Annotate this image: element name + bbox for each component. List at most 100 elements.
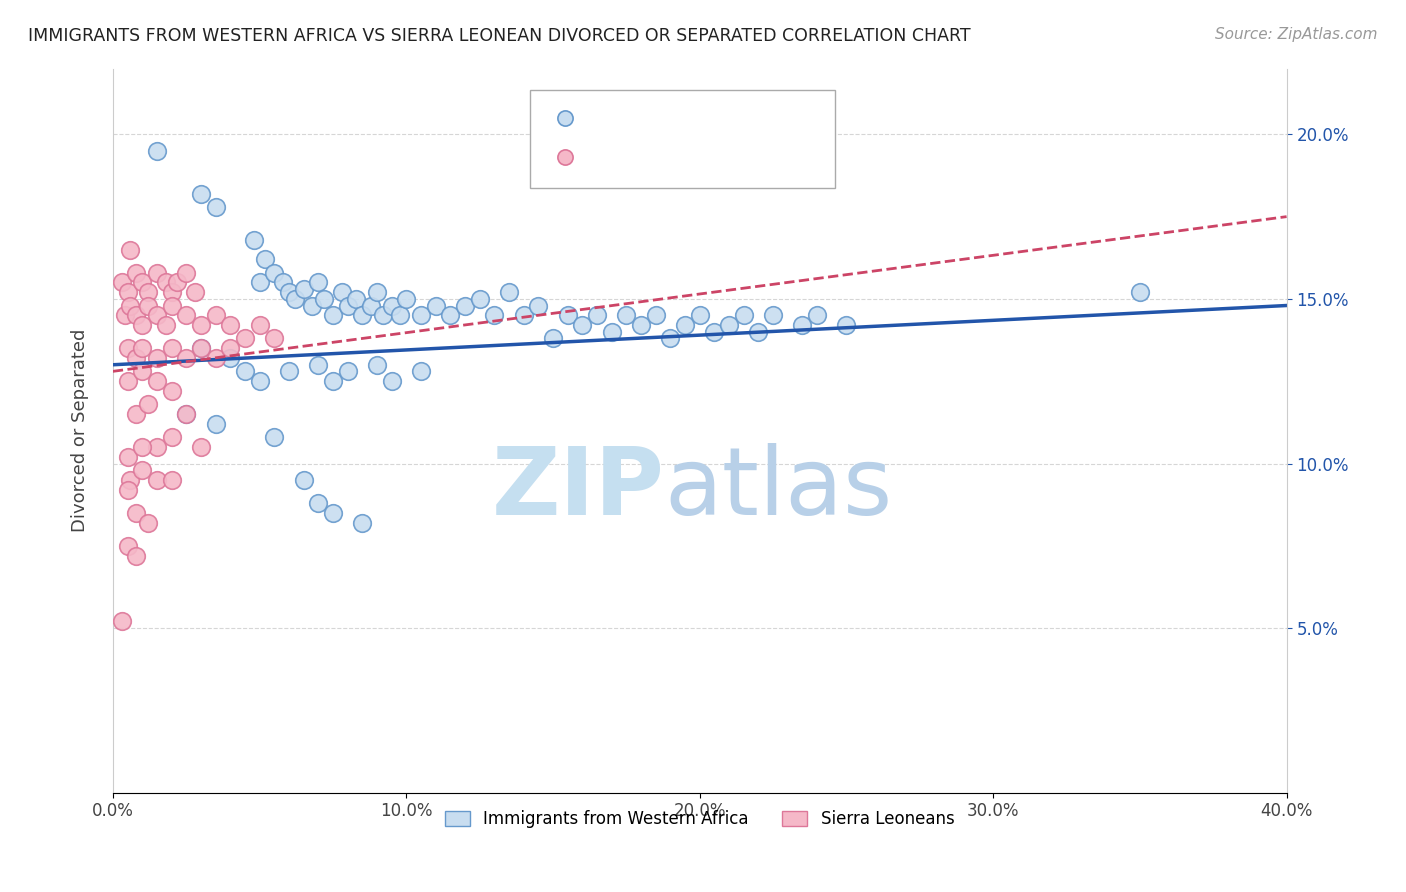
Point [117,285,139,300]
Point [131,463,153,477]
Point [673,318,696,333]
Point [389,309,412,323]
Point [112,755,135,769]
Point [219,351,242,366]
Point [249,276,271,290]
Point [454,298,477,312]
Point [571,318,593,333]
Point [336,364,359,378]
Point [747,325,769,339]
Point [131,364,153,378]
Point [366,285,388,300]
Point [381,374,404,388]
Point [277,285,299,300]
Point [174,266,197,280]
Point [125,309,148,323]
Point [120,298,142,312]
Point [263,331,285,345]
Point [301,298,323,312]
Point [204,417,226,431]
Point [114,309,136,323]
Point [190,341,212,355]
Point [111,276,134,290]
Point [630,318,652,333]
Point [125,407,148,421]
Point [718,318,741,333]
Y-axis label: Divorced or Separated: Divorced or Separated [72,329,89,533]
Point [527,298,550,312]
Point [330,285,353,300]
Point [557,309,579,323]
Point [360,298,382,312]
Point [174,407,197,421]
Point [125,266,148,280]
Point [644,309,666,323]
Text: Source: ZipAtlas.com: Source: ZipAtlas.com [1215,27,1378,42]
Point [174,407,197,421]
Point [409,309,432,323]
Point [307,496,329,510]
Point [190,318,212,333]
Text: R =  0.112   N = 58: R = 0.112 N = 58 [596,148,787,166]
Point [371,309,394,323]
Point [263,266,285,280]
Point [160,473,183,487]
Point [146,266,169,280]
Point [703,325,725,339]
Point [409,364,432,378]
Point [586,309,609,323]
Point [160,430,183,444]
Point [614,309,637,323]
Point [155,318,177,333]
Point [117,374,139,388]
Text: R = 0.059   N = 72: R = 0.059 N = 72 [596,109,780,127]
Point [792,318,814,333]
Point [174,351,197,366]
Point [484,309,506,323]
Point [307,358,329,372]
Point [254,252,277,267]
Point [190,186,212,201]
Point [160,384,183,398]
Point [468,292,491,306]
Point [131,318,153,333]
Text: atlas: atlas [665,442,893,534]
Point [160,298,183,312]
Point [174,309,197,323]
Point [835,318,858,333]
Point [166,276,188,290]
Point [322,374,344,388]
Point [125,351,148,366]
Point [146,473,169,487]
Point [263,430,285,444]
Point [292,473,315,487]
Point [120,243,142,257]
Point [498,285,520,300]
Point [733,309,755,323]
Point [136,298,159,312]
Point [336,298,359,312]
Point [425,298,447,312]
Point [204,309,226,323]
Point [689,309,711,323]
Point [117,341,139,355]
Point [439,309,461,323]
Point [600,325,623,339]
Point [125,549,148,563]
Point [136,516,159,530]
Point [117,539,139,553]
Point [271,276,294,290]
Point [136,397,159,411]
Point [204,200,226,214]
Point [146,440,169,454]
Point [292,282,315,296]
Point [204,351,226,366]
Point [155,276,177,290]
Point [131,276,153,290]
Point [284,292,307,306]
Point [242,233,264,247]
Point [344,292,367,306]
Point [131,341,153,355]
Point [190,341,212,355]
Point [233,364,256,378]
